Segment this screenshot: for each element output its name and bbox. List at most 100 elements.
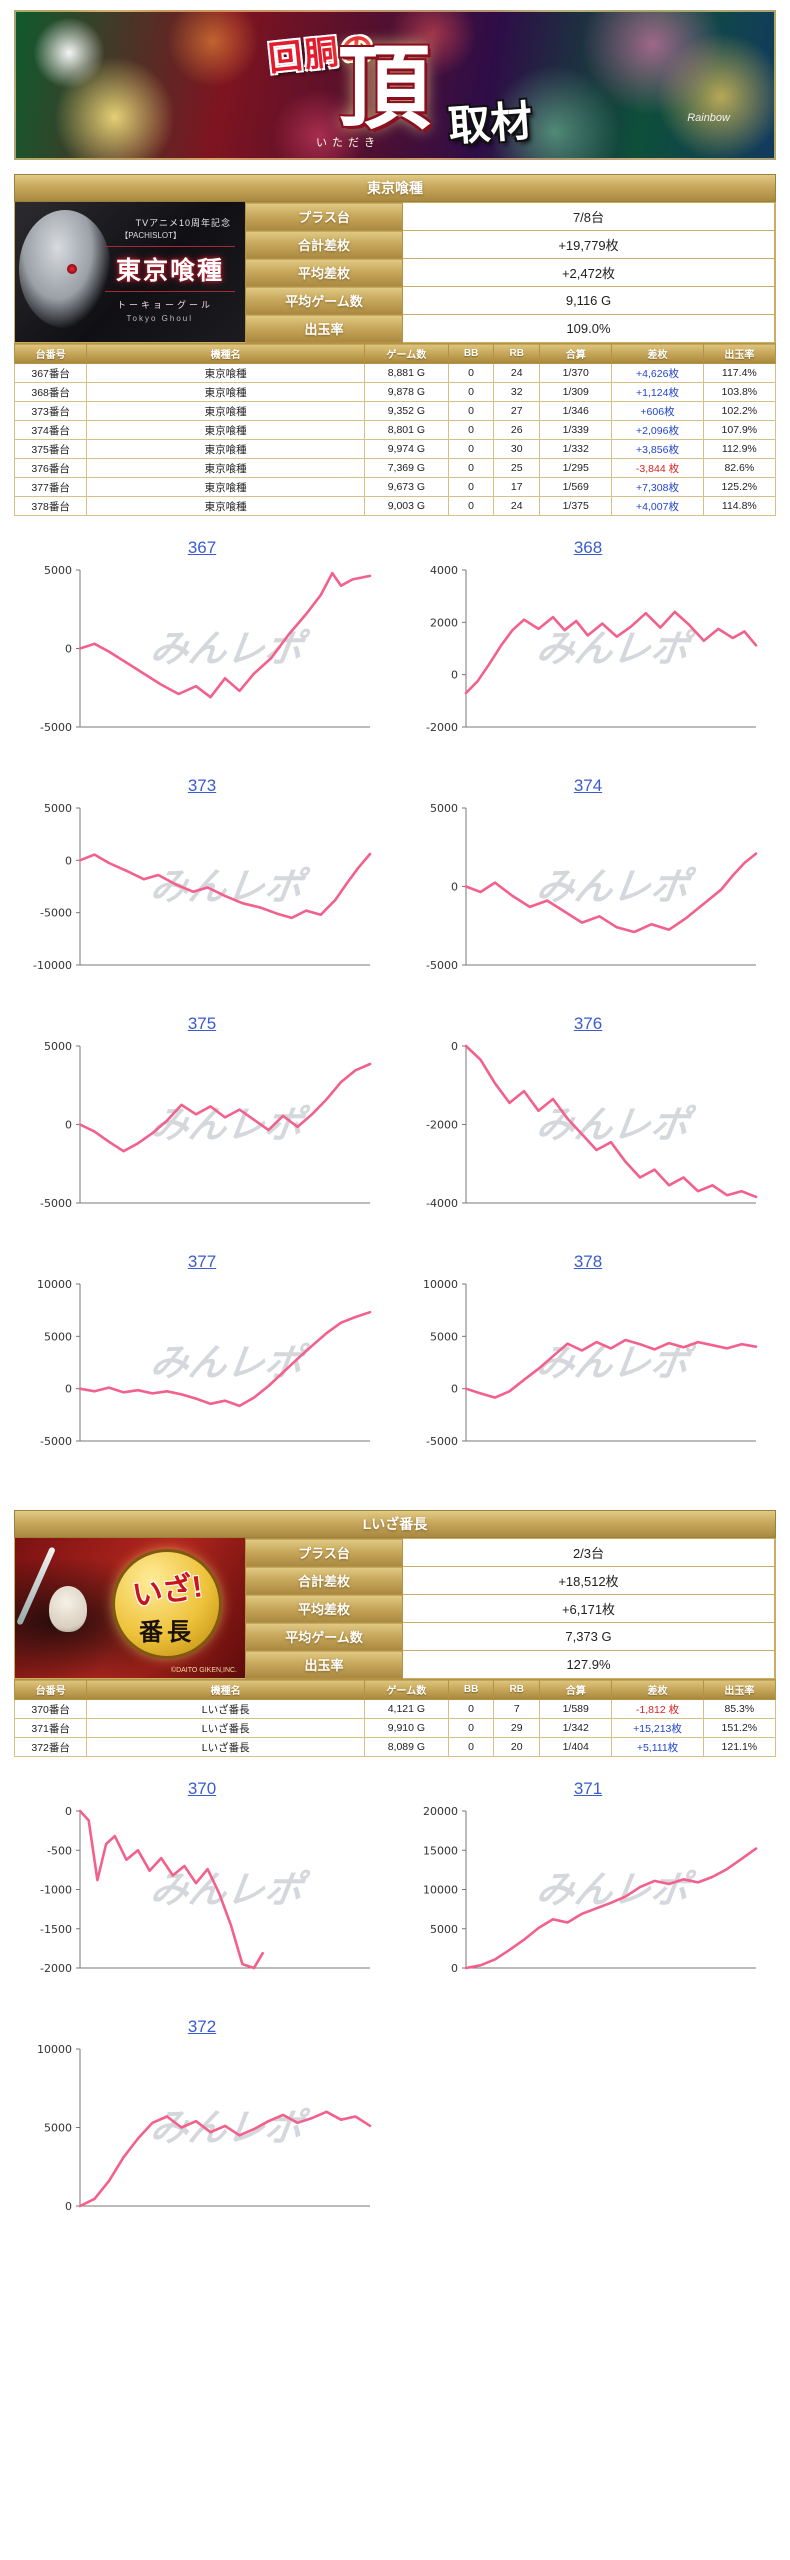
data-head-row: 台番号 機種名 ゲーム数 BB RB 合算 差枚 出玉率	[13, 343, 777, 364]
table-cell: 1/346	[539, 401, 613, 421]
table-cell: 20	[493, 1737, 541, 1757]
svg-text:0: 0	[451, 669, 458, 682]
summary-stats-table: プラス台 2/3台 合計差枚 +18,512枚 平均差枚 +6,171枚 平均ゲーム数 7,3…	[245, 1538, 775, 1679]
column-header: 台番号	[13, 343, 88, 364]
table-cell: 東京喰種	[86, 496, 366, 516]
chart-link-377[interactable]: 377	[187, 1252, 217, 1271]
banner-note-rainbow: Rainbow	[687, 112, 730, 124]
table-cell: 112.9%	[702, 439, 777, 459]
chart-link-367[interactable]: 367	[187, 538, 217, 557]
table-cell: 9,673 G	[364, 477, 449, 497]
column-header: ゲーム数	[364, 343, 449, 364]
svg-text:5000: 5000	[430, 1923, 458, 1936]
section-title: Lいざ番長	[362, 1516, 428, 1532]
svg-text:5000: 5000	[44, 1330, 72, 1343]
table-row: 376番台 東京喰種 7,369 G 0 25 1/295 -3,844 枚 82.6%	[13, 458, 777, 478]
stat-row: 合計差枚 +19,779枚	[245, 230, 775, 259]
column-header: 合算	[539, 343, 613, 364]
table-cell: Lいざ番長	[86, 1737, 366, 1757]
svg-text:-5000: -5000	[40, 1435, 72, 1448]
slump-chart-375: 375 5000 0 -5000 みんレポ	[16, 1014, 388, 1226]
column-header: 差枚	[611, 1679, 704, 1700]
chart-title: 376	[402, 1014, 774, 1034]
site-banner: 回胴の 頂 いただき 取材 Rainbow	[14, 10, 776, 160]
page: 回胴の 頂 いただき 取材 Rainbow 東京喰種 TVアニメ10周年記念 【…	[13, 10, 777, 2213]
svg-text:10000: 10000	[423, 1278, 458, 1291]
chart-link-373[interactable]: 373	[187, 776, 217, 795]
chart-canvas-375: 5000 0 -5000 みんレポ	[40, 1040, 372, 1210]
table-cell: 東京喰種	[86, 382, 366, 402]
svg-text:みんレポ: みんレポ	[534, 1342, 698, 1385]
column-header: BB	[447, 1679, 495, 1700]
svg-text:4000: 4000	[430, 564, 458, 577]
svg-text:0: 0	[451, 1383, 458, 1396]
chart-title: 371	[402, 1779, 774, 1799]
slump-chart-370: 370 0 -500 -1000 -1500 -2000 みんレポ	[16, 1779, 388, 1991]
stat-row: 平均差枚 +2,472枚	[245, 258, 775, 287]
data-head-row: 台番号 機種名 ゲーム数 BB RB 合算 差枚 出玉率	[13, 1679, 777, 1700]
stat-label: 平均差枚	[245, 1594, 403, 1623]
table-cell: 0	[447, 420, 495, 440]
chart-title: 372	[16, 2017, 388, 2037]
svg-text:みんレポ: みんレポ	[148, 1869, 312, 1912]
slump-chart-373: 373 5000 0 -5000 -10000 みんレポ	[16, 776, 388, 988]
chart-link-371[interactable]: 371	[573, 1779, 603, 1798]
table-row: 373番台 東京喰種 9,352 G 0 27 1/346 +606枚 102.2%	[13, 401, 777, 421]
table-cell: 17	[493, 477, 541, 497]
table-cell: 29	[493, 1718, 541, 1738]
stats-body: プラス台 7/8台 合計差枚 +19,779枚 平均差枚 +2,472枚 平均ゲーム数 9,1…	[245, 202, 775, 343]
table-cell: 125.2%	[702, 477, 777, 497]
chart-link-368[interactable]: 368	[573, 538, 603, 557]
slump-chart-376: 376 0 -2000 -4000 みんレポ	[402, 1014, 774, 1226]
table-cell: 1/370	[539, 363, 613, 383]
slump-chart-378: 378 10000 5000 0 -5000 みんレポ	[402, 1252, 774, 1464]
table-cell: 1/569	[539, 477, 613, 497]
table-cell: 東京喰種	[86, 477, 366, 497]
stat-value: +18,512枚	[402, 1566, 775, 1595]
svg-text:10000: 10000	[37, 2043, 72, 2056]
chart-canvas-376: 0 -2000 -4000 みんレポ	[426, 1040, 758, 1210]
svg-text:-5000: -5000	[40, 1197, 72, 1210]
svg-text:みんレポ: みんレポ	[148, 628, 312, 671]
stat-value: 7/8台	[402, 202, 775, 231]
stat-label: プラス台	[245, 1538, 403, 1567]
svg-text:-5000: -5000	[40, 907, 72, 920]
column-header: 機種名	[86, 1679, 366, 1700]
character-eye	[67, 264, 77, 274]
chart-link-370[interactable]: 370	[187, 1779, 217, 1798]
column-header: RB	[493, 343, 541, 364]
table-cell: 1/404	[539, 1737, 613, 1757]
table-cell: 82.6%	[702, 458, 777, 478]
stat-row: プラス台 7/8台	[245, 202, 775, 231]
stat-value: +19,779枚	[402, 230, 775, 259]
banner-text-itadaki: 頂	[338, 38, 431, 140]
chart-link-378[interactable]: 378	[573, 1252, 603, 1271]
svg-text:15000: 15000	[423, 1844, 458, 1857]
table-cell: 東京喰種	[86, 363, 366, 383]
slump-chart-371: 371 20000 15000 10000 5000 0 みんレポ	[402, 1779, 774, 1991]
table-cell: 7,369 G	[364, 458, 449, 478]
section-content-row: TVアニメ10周年記念 【PACHISLOT】 東京喰種 トーキョーグール To…	[14, 202, 776, 343]
chart-link-375[interactable]: 375	[187, 1014, 217, 1033]
svg-text:0: 0	[65, 1805, 72, 1818]
chart-link-372[interactable]: 372	[187, 2017, 217, 2036]
svg-text:0: 0	[65, 2200, 72, 2213]
table-cell: 0	[447, 1718, 495, 1738]
stat-label: 出玉率	[245, 1650, 403, 1679]
chart-link-376[interactable]: 376	[573, 1014, 603, 1033]
slump-chart-377: 377 10000 5000 0 -5000 みんレポ	[16, 1252, 388, 1464]
table-cell: -1,812 枚	[611, 1699, 704, 1719]
svg-text:-2000: -2000	[426, 1119, 458, 1132]
stat-row: 平均ゲーム数 9,116 G	[245, 286, 775, 315]
stat-value: 109.0%	[402, 314, 775, 343]
chart-link-374[interactable]: 374	[573, 776, 603, 795]
table-cell: +15,213枚	[611, 1718, 704, 1738]
charts-grid: 367 5000 0 -5000 みんレポ 368 4000 2000 0 -2000 みんレポ 37…	[16, 538, 774, 1464]
table-cell: 375番台	[13, 439, 88, 459]
column-header: 出玉率	[702, 1679, 777, 1700]
table-cell: 9,974 G	[364, 439, 449, 459]
table-cell: 8,801 G	[364, 420, 449, 440]
stats-body: プラス台 2/3台 合計差枚 +18,512枚 平均差枚 +6,171枚 平均ゲーム数 7,3…	[245, 1538, 775, 1679]
